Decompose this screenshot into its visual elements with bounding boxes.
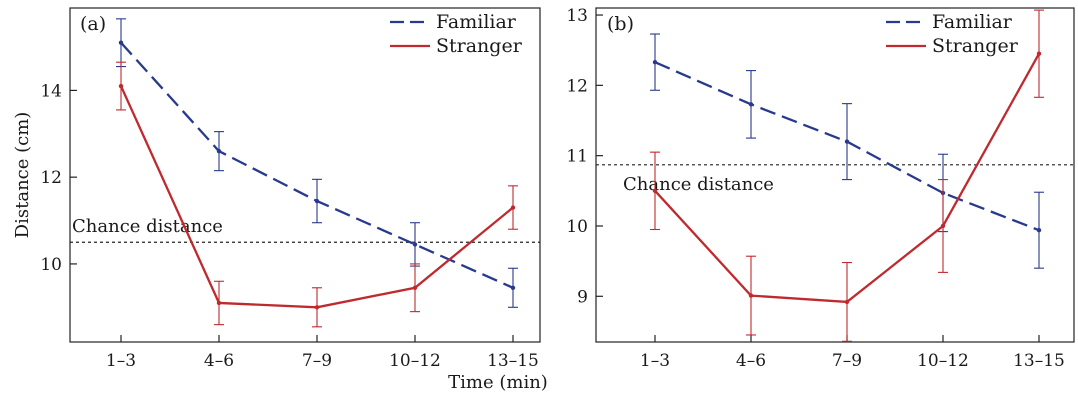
plot-frame [69, 7, 541, 343]
series-stranger-point [216, 300, 222, 306]
y-axis-title: Distance (cm) [12, 112, 33, 239]
chance-line-label: Chance distance [623, 174, 774, 195]
series-stranger-point [314, 305, 320, 310]
series-stranger-point [118, 83, 124, 89]
series-familiar-point [1036, 227, 1042, 233]
y-tick-label: 10 [40, 255, 62, 275]
series-stranger-point [940, 223, 946, 229]
panel-b: 9 10 11 12 13 1–3 4–6 7–9 10–12 13–15 (b) Chance di… [566, 6, 1075, 371]
series-familiar-point [314, 198, 320, 204]
panel-label: (a) [80, 13, 106, 35]
series-stranger-point [748, 293, 754, 298]
shared-x-axis-title: Time (min) [448, 372, 548, 393]
y-tick-label: 13 [566, 6, 588, 26]
series-familiar-point [652, 59, 658, 65]
series-familiar-point [844, 139, 850, 144]
panel-label: (b) [607, 13, 634, 35]
x-tick-label: 10–12 [917, 351, 969, 371]
y-tick-label: 9 [577, 287, 588, 307]
series-familiar-point [748, 102, 754, 107]
series-familiar-line [120, 41, 514, 289]
legend-familiar-label: Familiar [436, 11, 517, 33]
x-tick-label: 13–15 [1013, 351, 1065, 371]
series-familiar-point [510, 285, 516, 290]
series-familiar-point [118, 40, 124, 45]
legend-familiar-label: Familiar [932, 11, 1013, 33]
legend-stranger-label: Stranger [436, 35, 523, 57]
x-tick-label: 4–6 [736, 351, 766, 371]
series-stranger-point [412, 285, 418, 290]
plot-frame [595, 7, 1075, 343]
series-stranger-point [844, 299, 850, 305]
series-stranger-point [1036, 51, 1042, 56]
x-tick-label: 13–15 [487, 351, 539, 371]
x-tick-label: 7–9 [302, 351, 332, 371]
x-tick-label: 10–12 [389, 351, 441, 371]
x-tick-label: 7–9 [832, 351, 862, 371]
x-tick-label: 1–3 [106, 351, 136, 371]
series-familiar-point [216, 148, 222, 154]
legend-stranger-label: Stranger [932, 35, 1019, 57]
y-tick-label: 10 [566, 217, 588, 237]
chance-line-label: Chance distance [72, 216, 223, 237]
x-tick-label: 1–3 [640, 351, 670, 371]
panel-a: 10 12 14 1–3 4–6 7–9 10–12 13–15 Distance (cm) (a… [12, 7, 541, 371]
series-stranger-point [510, 205, 516, 210]
series-stranger-point [652, 188, 658, 194]
x-tick-label: 4–6 [204, 351, 234, 371]
y-tick-label: 12 [40, 168, 62, 188]
y-tick-label: 11 [566, 147, 588, 167]
series-familiar-point [412, 242, 418, 247]
y-tick-label: 14 [40, 81, 62, 101]
y-tick-label: 12 [566, 76, 588, 96]
